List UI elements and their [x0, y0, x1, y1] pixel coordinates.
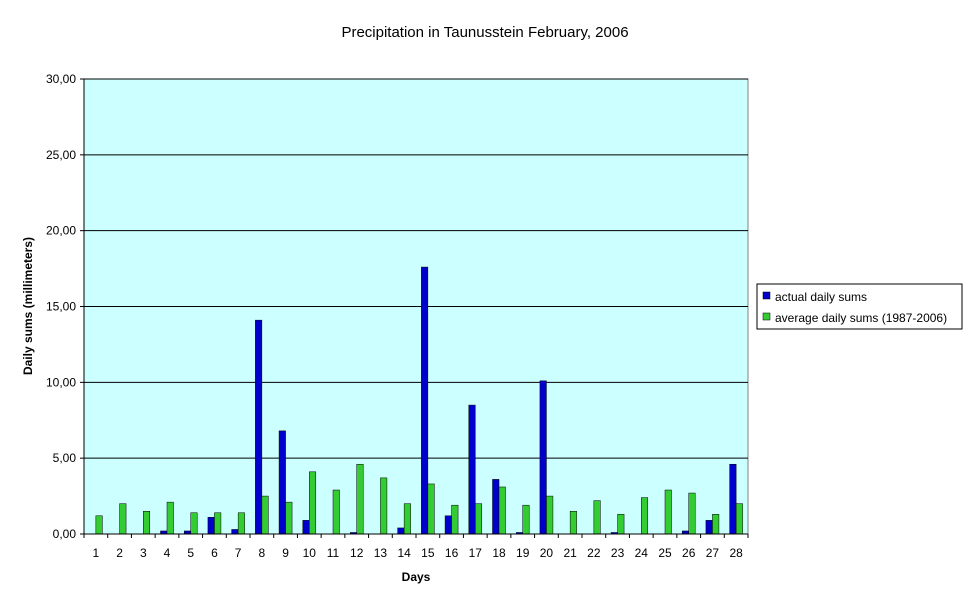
x-tick-label: 19: [516, 546, 530, 560]
bar-actual: [468, 404, 476, 535]
bar-actual: [705, 520, 713, 535]
bar-average: [119, 503, 127, 535]
legend: actual daily sums average daily sums (19…: [756, 283, 963, 330]
x-tick-label: 17: [469, 546, 483, 560]
bar-average: [546, 495, 554, 535]
bar-actual: [444, 515, 452, 535]
bar-actual: [729, 463, 737, 535]
x-tick-label: 4: [164, 546, 171, 560]
x-tick-label: 24: [635, 546, 649, 560]
x-tick-label: 9: [282, 546, 289, 560]
x-tick-label: 18: [492, 546, 506, 560]
bar-actual: [302, 520, 310, 535]
bar-actual: [278, 430, 286, 535]
bar-actual: [231, 529, 239, 535]
y-axis-label: Daily sums (millimeters): [21, 237, 35, 375]
bar-average: [356, 463, 364, 535]
x-tick-label: 15: [421, 546, 435, 560]
x-tick-label: 5: [187, 546, 194, 560]
x-tick-label: 22: [587, 546, 601, 560]
bar-average: [190, 512, 198, 535]
bar-actual: [397, 527, 405, 535]
y-tick-label: 5,00: [53, 451, 77, 465]
bar-average: [735, 503, 743, 535]
bar-average: [403, 503, 411, 535]
bar-average: [427, 483, 435, 535]
x-tick-label: 7: [235, 546, 242, 560]
legend-swatch-actual: [762, 291, 771, 300]
bar-average: [593, 500, 601, 535]
legend-swatch-average: [762, 312, 771, 321]
bar-actual: [207, 517, 215, 535]
gridlines: [84, 78, 748, 459]
bars: [95, 266, 743, 535]
x-tick-label: 3: [140, 546, 147, 560]
x-tick-label: 13: [374, 546, 388, 560]
y-tick-label: 10,00: [46, 375, 76, 389]
y-tick-label: 0,00: [53, 527, 77, 541]
x-tick-label: 20: [540, 546, 554, 560]
bar-actual: [539, 380, 547, 535]
x-tick-label: 10: [303, 546, 317, 560]
bar-actual: [492, 479, 500, 535]
x-tick-label: 25: [658, 546, 672, 560]
bar-average: [617, 514, 625, 535]
bar-average: [451, 504, 459, 535]
x-tick-label: 16: [445, 546, 459, 560]
bar-average: [143, 511, 151, 535]
y-tick-label: 25,00: [46, 148, 76, 162]
bar-average: [332, 489, 340, 535]
y-tick-label: 15,00: [46, 300, 76, 314]
bar-average: [166, 501, 174, 535]
bar-average: [475, 503, 483, 535]
x-tick-label: 26: [682, 546, 696, 560]
bar-average: [214, 512, 222, 535]
x-tick-label: 1: [93, 546, 100, 560]
bar-average: [380, 477, 388, 535]
bar-average: [688, 492, 696, 535]
x-tick-label: 8: [259, 546, 266, 560]
bar-actual: [421, 266, 429, 535]
bar-average: [498, 486, 506, 535]
x-tick-label: 12: [350, 546, 364, 560]
y-axis-ticks: 0,00 5,00 10,00 15,00 20,00 25,00 30,00: [46, 72, 84, 541]
bar-average: [95, 515, 103, 535]
bar-average: [664, 489, 672, 535]
y-tick-label: 20,00: [46, 224, 76, 238]
bar-average: [261, 495, 269, 535]
y-tick-label: 30,00: [46, 72, 76, 86]
legend-label-average: average daily sums (1987-2006): [775, 311, 947, 325]
bar-average: [569, 511, 577, 535]
x-tick-label: 28: [729, 546, 743, 560]
legend-box: [756, 283, 963, 330]
bar-average: [285, 501, 293, 535]
x-tick-label: 21: [563, 546, 577, 560]
x-tick-label: 2: [116, 546, 123, 560]
chart-title: Precipitation in Taunusstein February, 2…: [341, 24, 628, 41]
bar-average: [309, 471, 317, 535]
legend-label-actual: actual daily sums: [775, 290, 867, 304]
bar-average: [641, 497, 649, 535]
bar-average: [712, 514, 720, 535]
x-axis-ticks: 1 2 3 4 5 6 7 8 9 10 11 12 13 14 15 16 17 18 19 20 21 22 23 24 2…: [83, 534, 749, 560]
x-tick-label: 6: [211, 546, 218, 560]
x-tick-label: 11: [327, 546, 340, 560]
x-tick-label: 27: [706, 546, 720, 560]
bar-average: [237, 512, 245, 535]
bar-average: [522, 504, 530, 535]
x-tick-label: 23: [611, 546, 625, 560]
x-tick-label: 14: [397, 546, 411, 560]
bar-actual: [255, 319, 263, 535]
x-axis-label: Days: [402, 570, 431, 584]
